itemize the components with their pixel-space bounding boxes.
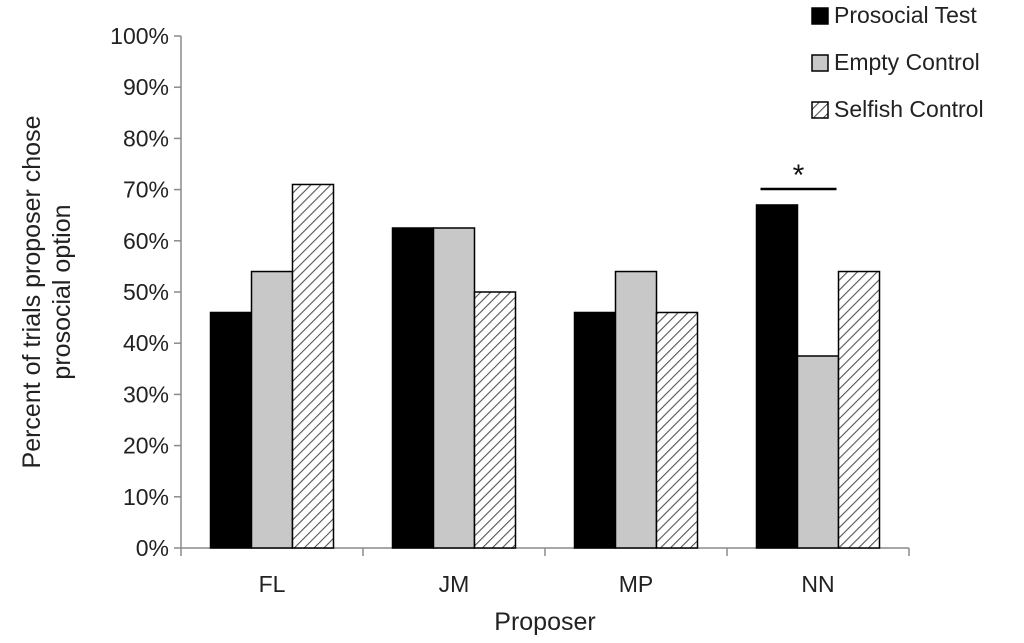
bars: [209, 183, 881, 549]
y-tick-label: 80%: [123, 125, 169, 151]
y-axis-title-line: prosocial option: [48, 204, 76, 379]
bar: [473, 291, 517, 549]
bar: [291, 183, 335, 549]
x-tick-label: MP: [619, 571, 654, 597]
bar: [614, 270, 658, 549]
legend-label: Prosocial Test: [834, 2, 977, 28]
annotations: *: [760, 159, 837, 192]
y-tick-label: 10%: [123, 484, 169, 510]
legend: Prosocial Test Empty Control Selfish Contr…: [811, 2, 984, 122]
legend-label: Selfish Control: [834, 96, 984, 122]
bar: [250, 270, 294, 549]
legend-swatch: [811, 7, 829, 25]
y-tick-label: 30%: [123, 381, 169, 407]
y-axis-title-text: Percent of trials proposer choseprosocia…: [18, 116, 76, 469]
y-tick-label: 40%: [123, 330, 169, 356]
y-axis-title: Percent of trials proposer choseprosocia…: [18, 116, 76, 469]
significance-marker: *: [793, 159, 805, 192]
y-axis-title-line: Percent of trials proposer chose: [18, 116, 46, 469]
y-tick-label: 60%: [123, 228, 169, 254]
bar: [209, 311, 253, 549]
bar: [837, 270, 881, 549]
y-tick-label: 100%: [110, 23, 169, 49]
bar: [432, 227, 476, 549]
x-tick-label: NN: [801, 571, 834, 597]
y-tick-label: 20%: [123, 433, 169, 459]
bar: [796, 355, 840, 549]
y-tick-label: 50%: [123, 279, 169, 305]
x-axis: FL JM MP NN: [180, 547, 910, 597]
legend-swatch: [811, 101, 829, 119]
y-tick-label: 70%: [123, 177, 169, 203]
x-tick-label: JM: [439, 571, 470, 597]
legend-swatch: [811, 54, 829, 72]
bar: [391, 227, 435, 549]
x-axis-title: Proposer: [494, 608, 595, 636]
legend-label: Empty Control: [834, 49, 980, 75]
bar: [573, 311, 617, 549]
y-tick-label: 0%: [136, 535, 169, 561]
bar: [655, 311, 699, 549]
bar: [755, 204, 799, 549]
x-tick-label: FL: [259, 571, 286, 597]
y-tick-label: 90%: [123, 74, 169, 100]
y-axis: 0% 10% 20% 30% 40% 50% 60% 70% 80% 90% 100%: [110, 23, 182, 561]
